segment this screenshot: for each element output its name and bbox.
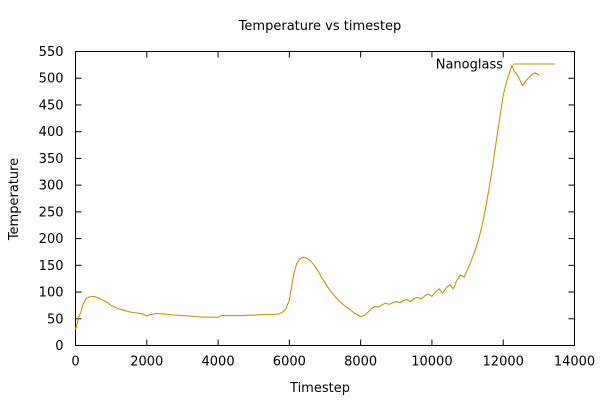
y-tick-label: 250 <box>39 205 64 220</box>
chart-title: Temperature vs timestep <box>238 19 402 34</box>
x-tick-label: 2000 <box>130 355 163 370</box>
plot-frame <box>75 51 575 346</box>
x-tick-label: 10000 <box>411 355 452 370</box>
legend-label: Nanoglass <box>436 58 503 73</box>
y-tick-label: 550 <box>39 45 64 60</box>
y-tick-label: 50 <box>47 312 64 327</box>
x-axis-label: Timestep <box>289 381 350 396</box>
x-tick-label: 8000 <box>344 355 377 370</box>
y-tick-label: 400 <box>39 125 64 140</box>
series-layer <box>74 64 540 330</box>
y-axis-label: Temperature <box>7 158 22 241</box>
x-tick-label: 14000 <box>554 355 595 370</box>
y-tick-label: 500 <box>39 72 64 87</box>
legend: Nanoglass <box>436 58 555 73</box>
y-tick-label: 0 <box>55 339 63 354</box>
y-tick-label: 350 <box>39 152 64 167</box>
y-tick-label: 450 <box>39 98 64 113</box>
x-tick-label: 0 <box>71 355 79 370</box>
x-tick-label: 6000 <box>273 355 306 370</box>
x-tick-label: 12000 <box>483 355 524 370</box>
y-tick-label: 100 <box>39 286 64 301</box>
y-tick-label: 300 <box>39 179 64 194</box>
y-tick-label: 200 <box>39 232 64 247</box>
axis-ticks: 0 2000 4000 6000 8000 10000 12000 14000 0 50 100 15… <box>39 45 596 370</box>
series-line-nanoglass <box>74 64 540 330</box>
x-tick-label: 4000 <box>202 355 235 370</box>
y-tick-label: 150 <box>39 259 64 274</box>
